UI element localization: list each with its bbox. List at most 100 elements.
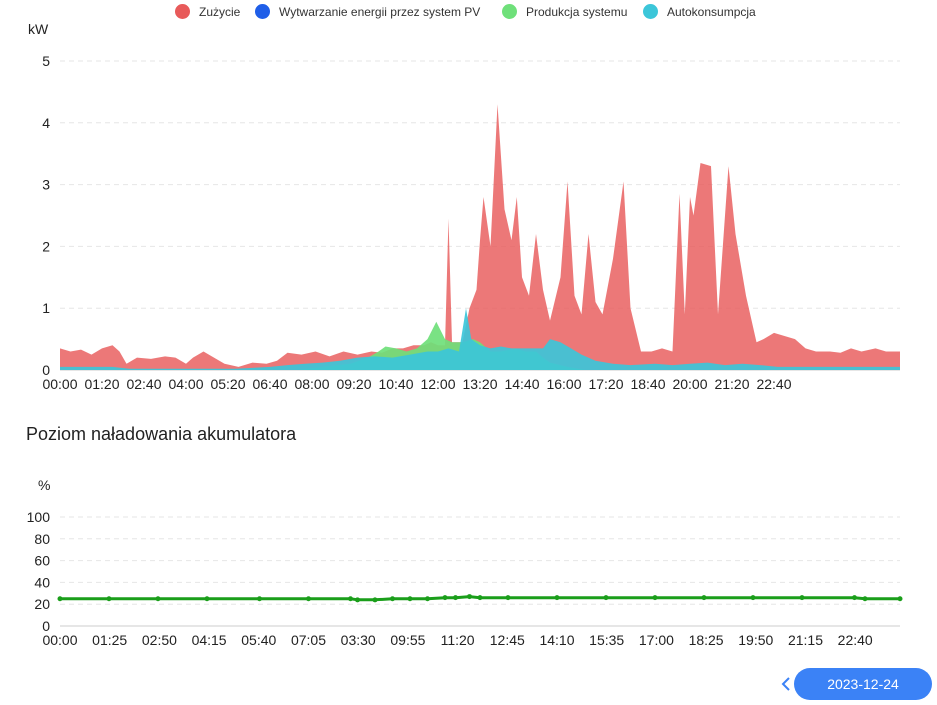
battery-point [799, 595, 805, 601]
battery-point [390, 596, 395, 602]
battery-y-tick-label: 0 [42, 618, 50, 634]
battery-x-tick-label: 22:40 [838, 632, 873, 648]
power-x-tick-label: 00:00 [42, 376, 77, 392]
battery-point [57, 596, 63, 602]
power-y-tick-label: 2 [42, 238, 50, 254]
power-x-tick-label: 06:40 [252, 376, 287, 392]
battery-x-tick-label: 11:20 [441, 632, 475, 648]
power-y-tick-label: 0 [42, 362, 50, 378]
battery-y-ticks: 0 20 40 60 80 100 [27, 509, 51, 634]
chevron-left-icon[interactable] [778, 672, 794, 696]
battery-x-tick-label: 18:25 [689, 632, 724, 648]
power-x-tick-label: 17:20 [588, 376, 623, 392]
battery-x-tick-label: 01:25 [92, 632, 127, 648]
legend-item-consumption[interactable]: Zużycie [175, 4, 240, 19]
battery-line [57, 594, 903, 603]
battery-point [453, 595, 458, 601]
battery-point [477, 595, 483, 601]
power-x-tick-label: 09:20 [336, 376, 371, 392]
battery-x-tick-label: 07:05 [291, 632, 326, 648]
legend: Zużycie Wytwarzanie energii przez system… [0, 4, 937, 24]
battery-x-tick-label: 19:50 [738, 632, 773, 648]
battery-x-tick-label: 09:55 [390, 632, 425, 648]
battery-x-tick-label: 15:35 [589, 632, 624, 648]
battery-y-tick-label: 100 [27, 509, 51, 525]
power-y-tick-label: 3 [42, 177, 50, 193]
legend-label: Autokonsumpcja [667, 4, 756, 19]
power-x-tick-label: 01:20 [84, 376, 119, 392]
legend-label: Produkcja systemu [526, 4, 628, 19]
power-x-tick-label: 08:00 [294, 376, 329, 392]
power-x-tick-label: 22:40 [756, 376, 791, 392]
battery-point [442, 595, 448, 601]
battery-point [862, 596, 868, 602]
battery-point [306, 596, 311, 602]
legend-swatch-icon [175, 4, 190, 19]
battery-point [505, 595, 511, 601]
battery-point [701, 595, 707, 601]
area-series-zu-ycie [60, 104, 900, 371]
battery-y-tick-label: 20 [34, 596, 50, 612]
legend-item-system-production[interactable]: Produkcja systemu [502, 4, 627, 19]
power-y-ticks: 0 1 2 3 4 5 [42, 53, 50, 378]
legend-item-self-consumption[interactable]: Autokonsumpcja [643, 4, 756, 19]
battery-point [155, 596, 161, 602]
battery-x-tick-label: 04:15 [192, 632, 227, 648]
battery-x-tick-label: 17:00 [639, 632, 674, 648]
date-picker-button[interactable]: 2023-12-24 [794, 668, 932, 700]
battery-x-tick-label: 12:45 [490, 632, 525, 648]
battery-point [348, 596, 353, 602]
power-x-tick-label: 12:00 [420, 376, 455, 392]
battery-point [204, 596, 210, 602]
legend-swatch-icon [643, 4, 658, 19]
date-navigator: 2023-12-24 [778, 668, 934, 700]
battery-x-tick-label: 05:40 [241, 632, 276, 648]
battery-x-tick-label: 21:15 [788, 632, 823, 648]
area-series-autokonsumpcja [60, 308, 900, 370]
battery-point [897, 596, 903, 602]
legend-swatch-icon [255, 4, 270, 19]
power-chart: kW 0 1 2 3 4 5 00:00 01:20 02:40 04:00 05:20 06:40… [28, 21, 900, 392]
power-x-tick-label: 05:20 [210, 376, 245, 392]
power-areas [60, 104, 900, 371]
current-date: 2023-12-24 [827, 676, 899, 692]
battery-point [257, 596, 262, 602]
power-x-tick-label: 10:40 [378, 376, 413, 392]
battery-point [407, 596, 413, 602]
battery-point [652, 595, 658, 601]
legend-swatch-icon [502, 4, 517, 19]
battery-point [852, 595, 857, 601]
battery-point [554, 595, 560, 601]
battery-y-tick-label: 80 [34, 531, 50, 547]
legend-label: Zużycie [199, 4, 241, 19]
power-y-tick-label: 4 [42, 115, 50, 131]
battery-x-ticks: 00:00 01:25 02:50 04:15 05:40 07:05 03:30 09:55… [42, 632, 872, 648]
battery-x-tick-label: 14:10 [539, 632, 574, 648]
battery-y-tick-label: 60 [34, 553, 50, 569]
power-x-tick-label: 02:40 [126, 376, 161, 392]
power-x-tick-label: 16:00 [546, 376, 581, 392]
power-x-tick-label: 13:20 [462, 376, 497, 392]
power-y-tick-label: 1 [42, 300, 50, 316]
battery-point [603, 595, 609, 601]
battery-chart: % 0 20 40 60 80 100 00:00 01:25 02:50 04:15 05:40… [27, 477, 903, 648]
power-x-ticks: 00:00 01:20 02:40 04:00 05:20 06:40 08:00 09:20… [42, 376, 791, 392]
battery-soc-line [60, 595, 900, 602]
legend-item-pv-generation[interactable]: Wytwarzanie energii przez system PV [255, 4, 480, 19]
battery-x-tick-label: 00:00 [42, 632, 77, 648]
battery-gridlines [60, 516, 900, 627]
power-x-tick-label: 04:00 [168, 376, 203, 392]
power-x-tick-label: 14:40 [504, 376, 539, 392]
power-x-tick-label: 20:00 [672, 376, 707, 392]
battery-point [750, 595, 756, 601]
battery-point [106, 596, 112, 602]
power-x-tick-label: 21:20 [714, 376, 749, 392]
battery-point [467, 594, 472, 600]
power-x-tick-label: 18:40 [630, 376, 665, 392]
power-y-tick-label: 5 [42, 53, 50, 69]
battery-point [372, 597, 378, 603]
battery-point [425, 596, 430, 602]
battery-unit-label: % [38, 477, 50, 493]
battery-section-title: Poziom naładowania akumulatora [26, 424, 297, 444]
